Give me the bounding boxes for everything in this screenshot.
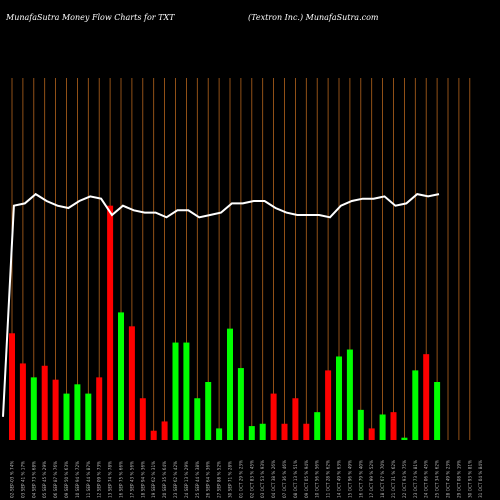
x-tick-label: 13 SEP 74 % 78% <box>108 461 113 498</box>
money-flow-bar <box>434 382 441 440</box>
money-flow-bar <box>248 426 255 440</box>
money-flow-bar <box>139 398 146 440</box>
x-tick-label: 06 SEP 87 % 76% <box>53 461 58 498</box>
money-flow-bar <box>336 356 342 440</box>
money-flow-bar <box>281 423 288 440</box>
x-tick-label: 30 SEP 71 % 28% <box>228 461 233 498</box>
x-tick-label: 08 OCT 13 % 51% <box>293 460 298 498</box>
x-tick-label: 28 OCT 49 % 23% <box>446 460 451 498</box>
money-flow-bar <box>9 333 15 440</box>
money-flow-bar <box>412 370 419 440</box>
money-flow-bar <box>63 393 70 440</box>
money-flow-bar <box>30 377 37 440</box>
x-tick-label: 07 OCT 36 % 46% <box>282 460 287 498</box>
money-flow-bar <box>216 428 223 440</box>
money-flow-bar <box>401 437 408 440</box>
money-flow-bar <box>292 398 299 440</box>
x-tick-label: 10 OCT 56 % 56% <box>315 460 320 498</box>
money-flow-bar <box>237 368 244 440</box>
money-flow-bar <box>346 349 353 440</box>
x-tick-label: 04 OCT 38 % 26% <box>271 460 276 498</box>
money-flow-bar <box>96 377 103 440</box>
x-tick-label: 05 SEP 45 % 29% <box>42 461 47 498</box>
x-tick-label: 23 OCT 73 % 81% <box>413 460 418 498</box>
x-tick-label: 01 OCT 29 % 23% <box>238 460 243 498</box>
money-flow-bar <box>303 423 310 440</box>
money-flow-bar <box>52 379 59 440</box>
money-flow-bar <box>85 393 92 440</box>
x-tick-label: 09 SEP 50 % 63% <box>64 461 69 498</box>
x-tick-label: 12 SEP 09 % 73% <box>97 461 102 498</box>
x-tick-label: 22 OCT 93 % 75% <box>402 460 407 498</box>
money-flow-bar <box>227 328 233 440</box>
price-line <box>2 192 440 417</box>
x-tick-label: 16 SEP 75 % 66% <box>119 461 124 498</box>
x-tick-label: 27 SEP 88 % 52% <box>217 461 222 498</box>
money-flow-bar <box>161 421 168 440</box>
money-flow-bar <box>183 342 190 440</box>
x-tick-label: 02-SEP-03 % 74% <box>10 461 15 498</box>
money-flow-bar <box>357 409 364 440</box>
money-flow-bar <box>325 370 332 440</box>
money-flow-bar <box>379 414 386 440</box>
x-tick-label: 18 OCT 67 % 70% <box>380 460 385 498</box>
x-tick-label: 03 SEP 41 % 17% <box>20 461 25 498</box>
x-tick-label: 16 OCT 79 % 40% <box>358 460 363 498</box>
money-flow-bar <box>19 363 26 440</box>
x-tick-label: 17 SEP 43 % 56% <box>129 461 134 498</box>
x-tick-label: 15 OCT 96 % 49% <box>347 460 352 498</box>
chart-title-right: (Textron Inc.) MunafaSutra.com <box>248 13 379 22</box>
x-tick-label: 02 OCT 83 % 45% <box>249 460 254 498</box>
money-flow-bar <box>368 428 375 440</box>
money-flow-bar <box>41 365 48 440</box>
x-tick-label: 24 SEP 13 % 29% <box>184 461 189 498</box>
money-flow-bar <box>128 326 135 440</box>
x-tick-label: 11 SEP 44 % 87% <box>86 461 91 498</box>
x-tick-label: 09 OCT 05 % 94% <box>304 460 309 498</box>
money-flow-bar <box>150 430 157 440</box>
x-tick-label: 18 SEP 94 % 36% <box>140 461 145 498</box>
chart-title-left: MunafaSutra Money Flow Charts for TXT <box>6 13 175 22</box>
x-tick-label: 29 OCT 08 % 19% <box>456 460 461 498</box>
x-tick-label: 20 SEP 35 % 64% <box>162 461 167 498</box>
x-tick-label: 31 OCT 04 % 84% <box>478 460 483 498</box>
money-flow-bar <box>205 382 212 440</box>
money-flow-bar <box>118 312 124 440</box>
money-flow-bar <box>172 342 179 440</box>
x-tick-label: 19 SEP 62 % 31% <box>151 461 156 498</box>
money-flow-bar <box>107 205 114 440</box>
x-tick-label: 03 OCT 53 % 93% <box>260 460 265 498</box>
x-tick-label: 30 OCT 93 % 81% <box>467 460 472 498</box>
x-tick-label: 25 SEP 44 % 38% <box>195 461 200 498</box>
money-flow-bar <box>194 398 201 440</box>
money-flow-bar <box>390 412 397 440</box>
x-tick-label: 24 OCT 06 % 45% <box>424 460 429 498</box>
x-tick-label: 25 OCT 34 % 62% <box>435 460 440 498</box>
money-flow-bar <box>259 423 266 440</box>
money-flow-bar <box>423 354 430 440</box>
money-flow-bar <box>74 384 81 440</box>
x-tick-label: 04 SEP 73 % 68% <box>31 461 36 498</box>
x-tick-label: 23 SEP 62 % 42% <box>173 461 178 498</box>
money-flow-bar <box>314 412 321 440</box>
x-tick-label: 10 SEP 94 % 72% <box>75 461 80 498</box>
x-tick-label: 14 OCT 49 % 63% <box>337 460 342 498</box>
x-tick-label: 17 OCT 99 % 52% <box>369 460 374 498</box>
money-flow-bar <box>270 393 277 440</box>
x-tick-label: 21 OCT 31 % 62% <box>391 460 396 498</box>
x-tick-label: 26 SEP 64 % 36% <box>206 461 211 498</box>
x-tick-label: 11 OCT 28 % 62% <box>326 460 331 498</box>
